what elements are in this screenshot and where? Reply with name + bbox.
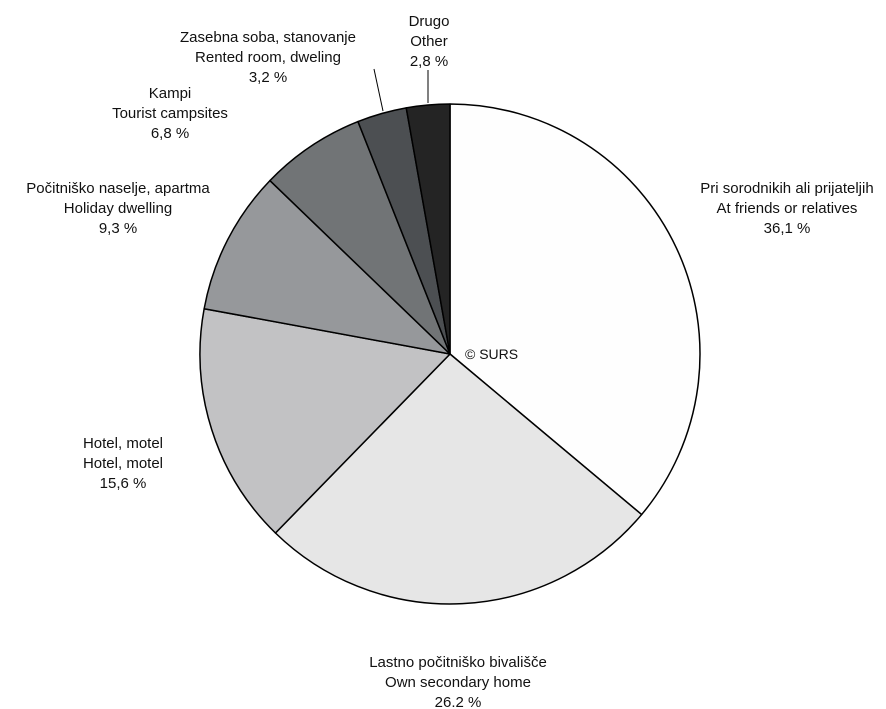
- pie-slice-hotel-motel: [199, 307, 451, 534]
- slice-label-sl: Kampi: [149, 85, 192, 102]
- slice-label-en: Rented room, dweling: [195, 49, 341, 66]
- pie-slice-tourist-campsites: [269, 120, 451, 355]
- slice-label-en: Holiday dwelling: [64, 200, 172, 217]
- slice-label-campsites: Kampi Tourist campsites 6,8 %: [112, 85, 228, 142]
- slice-label-sl: Počitniško naselje, apartma: [26, 180, 210, 197]
- slice-label-en: Hotel, motel: [83, 455, 163, 472]
- slice-label-other: Drugo Other 2,8 %: [409, 13, 450, 70]
- slice-value-label: 26.2 %: [435, 694, 482, 709]
- slice-value-label: 6,8 %: [151, 125, 189, 142]
- pie-slices: [199, 103, 701, 605]
- pie-slice-own-secondary-home: [274, 353, 643, 605]
- slice-label-rented-room: Zasebna soba, stanovanje Rented room, dw…: [180, 29, 356, 86]
- slice-label-en: At friends or relatives: [717, 200, 858, 217]
- slice-label-sl: Hotel, motel: [83, 435, 163, 452]
- slice-label-own-home: Lastno počitniško bivališče Own secondar…: [369, 654, 547, 709]
- pie-slice-other: [405, 103, 451, 355]
- slice-label-sl: Zasebna soba, stanovanje: [180, 29, 356, 46]
- slice-label-sl: Lastno počitniško bivališče: [369, 654, 547, 671]
- slice-value-label: 3,2 %: [249, 69, 287, 86]
- leader-line-rented-room: [373, 68, 384, 112]
- slice-label-en: Other: [410, 33, 448, 50]
- slice-label-hotel: Hotel, motel Hotel, motel 15,6 %: [83, 435, 163, 492]
- slice-value-label: 36,1 %: [764, 220, 811, 237]
- slice-label-en: Own secondary home: [385, 674, 531, 691]
- pie-slice-at-friends-or-relatives: [449, 103, 701, 516]
- slice-label-en: Tourist campsites: [112, 105, 228, 122]
- slice-value-label: 15,6 %: [100, 475, 147, 492]
- leader-lines: [373, 68, 429, 112]
- slice-label-holiday-dwelling: Počitniško naselje, apartma Holiday dwel…: [26, 180, 210, 237]
- copyright-watermark: © SURS: [465, 346, 518, 362]
- slice-label-sl: Drugo: [409, 13, 450, 30]
- slice-label-friends: Pri sorodnikih ali prijateljih At friend…: [700, 180, 873, 237]
- slice-value-label: 9,3 %: [99, 220, 137, 237]
- pie-slice-holiday-dwelling: [203, 179, 451, 355]
- slice-value-label: 2,8 %: [410, 53, 448, 70]
- slice-label-sl: Pri sorodnikih ali prijateljih: [700, 180, 873, 197]
